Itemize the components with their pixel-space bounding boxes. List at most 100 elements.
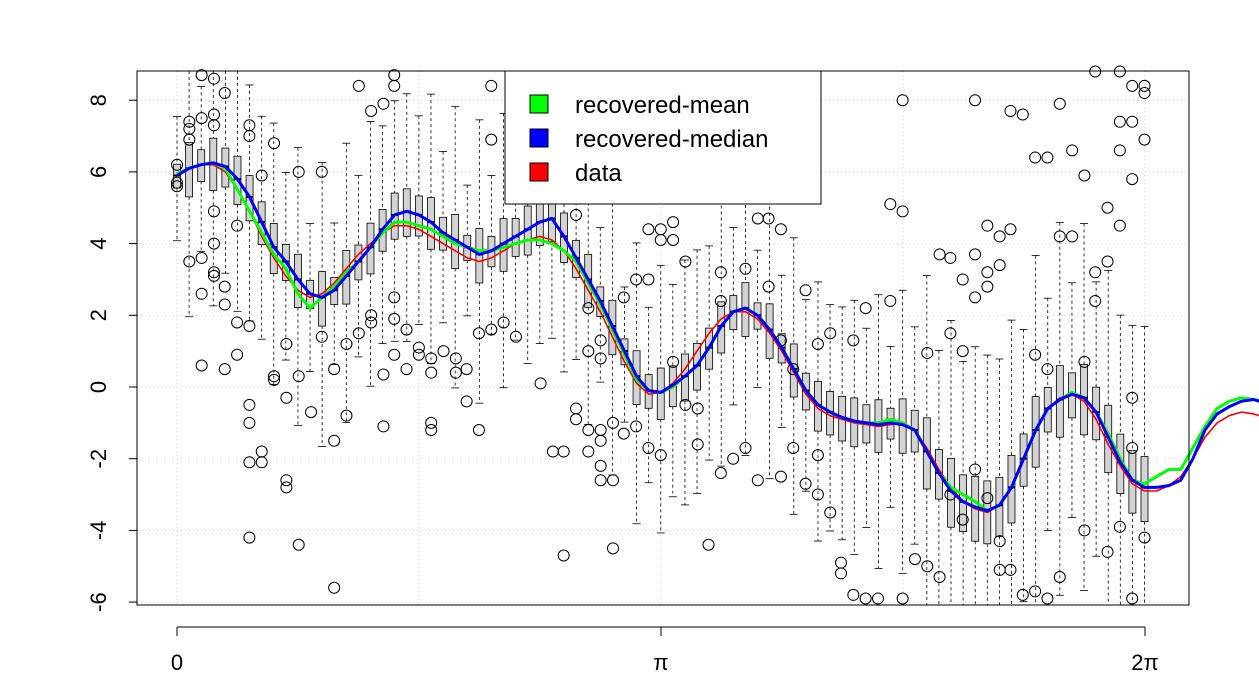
box-whiskers [173,71,1149,605]
series-lines [176,161,1259,514]
outlier-point [847,334,860,347]
outlier-point [231,348,244,361]
outlier-point [171,180,183,193]
outlier-point [871,592,884,605]
outlier-point [460,395,473,408]
outlier-point [1029,585,1042,598]
outlier-point [667,216,680,229]
outlier-point [1089,65,1102,78]
outlier-point [582,302,595,315]
outlier-point [352,327,365,340]
outlier-point [956,345,969,358]
legend-swatch-data [529,162,549,182]
outlier-point [654,234,667,247]
outlier-point [557,445,570,458]
outlier-point [243,398,256,411]
outlier-point [377,420,390,433]
outlier-point [255,456,268,469]
x-tick-label: 2π [1131,650,1158,675]
outlier-point [921,560,934,573]
outlier-point [231,219,244,232]
outlier-point [352,79,365,92]
outlier-point [315,330,328,343]
outlier-point [981,280,994,293]
outlier-point [1126,391,1139,404]
outlier-point [195,69,208,82]
outlier-point [280,391,293,404]
outlier-point [582,445,595,458]
outlier-point [280,337,293,350]
outlier-point [183,115,196,128]
outlier-point [509,330,522,343]
outlier-point [485,133,498,146]
outlier-point [268,373,281,386]
outlier-point [412,348,425,361]
outlier-point [956,273,969,286]
outlier-point [1041,363,1054,376]
outlier-point [606,474,619,487]
outlier-point [969,248,982,261]
outlier-point [969,291,982,304]
outlier-point [1113,115,1126,128]
outlier-point [606,542,619,555]
outlier-point [1126,592,1139,605]
outlier-point [835,556,848,569]
outlier-point [969,94,982,107]
legend: recovered-mean recovered-median data [504,70,822,205]
outlier-point [667,234,680,247]
outlier-point [642,223,655,236]
outlier-point [630,273,643,286]
outlier-point [993,230,1006,243]
outlier-point [497,316,510,329]
outlier-point [1078,169,1091,182]
outlier-point [1053,230,1066,243]
legend-label-recovered-median: recovered-median [575,126,768,153]
axes: 8 6 4 2 0 -2 -4 -6 0 π 2π [86,94,1159,675]
outlier-point [787,363,800,376]
outlier-point [195,359,208,372]
outlier-point [171,176,183,189]
outlier-point [570,413,583,426]
outlier-point [1053,97,1066,110]
outlier-point [606,416,619,429]
outlier-point [799,477,812,490]
outlier-point [328,581,341,594]
outlier-point [195,251,208,264]
outlier-point [654,223,667,236]
outlier-point [243,456,256,469]
y-tick-label: 0 [86,381,111,393]
outlier-point [582,424,595,437]
outlier-point [896,205,909,218]
outlier-point [218,280,231,293]
outlier-point [243,416,256,429]
outlier-point [981,219,994,232]
outlier-point [762,280,775,293]
y-tick-label: 2 [86,309,111,321]
y-tick-label: -2 [86,449,111,469]
legend-box [504,70,822,205]
outlier-point [679,255,692,268]
outlier-point [425,352,438,365]
outlier-point [1138,133,1151,146]
x-tick-label: 0 [171,650,183,675]
outlier-point [617,291,630,304]
outlier-point [1113,144,1126,157]
outlier-point [859,302,872,315]
outlier-point [328,434,341,447]
outlier-point [472,424,485,437]
y-tick-label: 6 [86,166,111,178]
legend-swatch-recovered-median [529,128,549,148]
outlier-point [243,531,256,544]
outlier-point [774,223,787,236]
y-tick-label: 4 [86,237,111,249]
outlier-point [377,97,390,110]
outlier-point [859,592,872,605]
outlier-point [981,492,994,505]
y-tick-label: -6 [86,592,111,612]
outlier-point [570,402,583,415]
outlier-point [774,470,787,483]
outlier-point [315,165,328,178]
outlier-point [292,165,305,178]
outlier-point [388,348,401,361]
